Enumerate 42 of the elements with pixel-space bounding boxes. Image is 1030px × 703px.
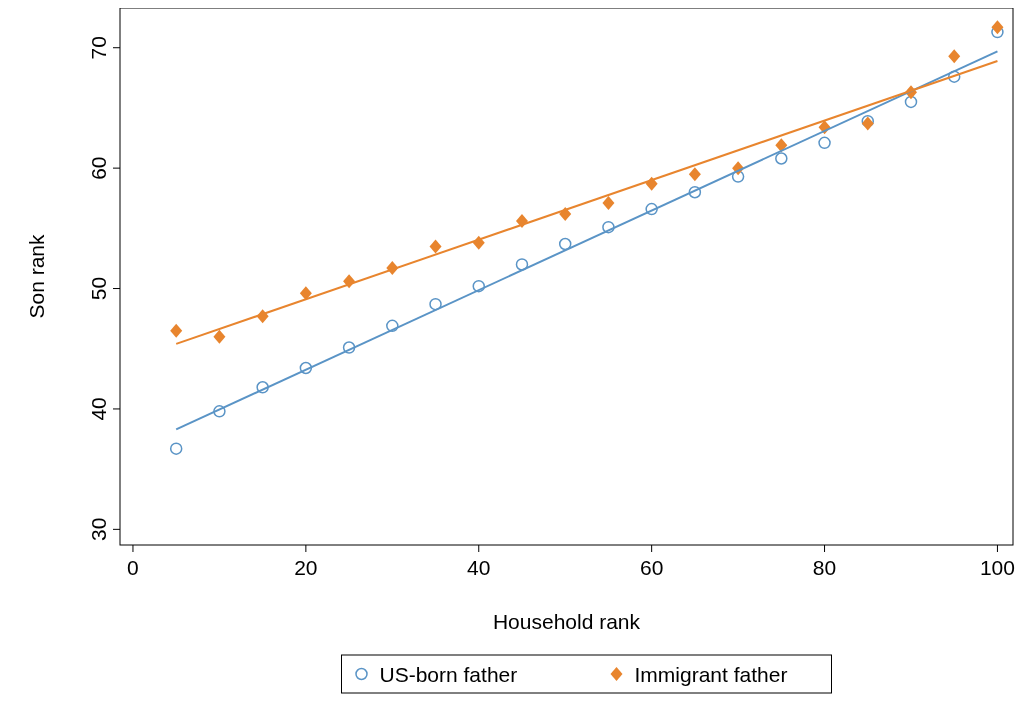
x-tick-label: 60: [639, 556, 664, 579]
x-tick-label: 0: [127, 556, 139, 579]
y-tick-label: 60: [87, 156, 110, 180]
point: [818, 136, 831, 150]
y-tick-label: 50: [87, 276, 110, 301]
point: [342, 341, 356, 354]
point: [688, 167, 701, 182]
point: [558, 237, 572, 251]
y-axis-title: Son rank: [25, 233, 48, 319]
y-tick-label: 70: [87, 36, 110, 60]
point: [775, 138, 788, 153]
point: [947, 70, 961, 83]
point: [602, 220, 615, 234]
point: [256, 381, 269, 394]
legend-label: US-born father: [379, 663, 518, 686]
x-tick-label: 100: [979, 556, 1015, 579]
point: [429, 239, 442, 254]
point: [213, 405, 226, 418]
y-tick-label: 40: [87, 397, 110, 421]
x-tick-label: 80: [812, 556, 837, 579]
point: [688, 185, 702, 199]
point: [515, 258, 529, 271]
x-axis-title: Household rank: [492, 610, 641, 633]
point: [948, 49, 961, 64]
x-tick-label: 20: [294, 556, 318, 579]
point: [731, 170, 745, 183]
point: [170, 323, 183, 338]
point: [904, 95, 918, 109]
point: [299, 286, 312, 301]
point: [645, 202, 658, 216]
point: [169, 442, 183, 455]
point: [213, 329, 226, 344]
point: [429, 297, 442, 311]
y-tick-label: 30: [87, 517, 110, 542]
legend-label: Immigrant father: [634, 663, 788, 686]
point: [775, 152, 788, 165]
point: [299, 361, 313, 375]
point: [991, 20, 1004, 35]
point: [602, 196, 615, 211]
point: [386, 319, 399, 333]
x-tick-label: 40: [467, 556, 491, 579]
point: [472, 279, 486, 293]
